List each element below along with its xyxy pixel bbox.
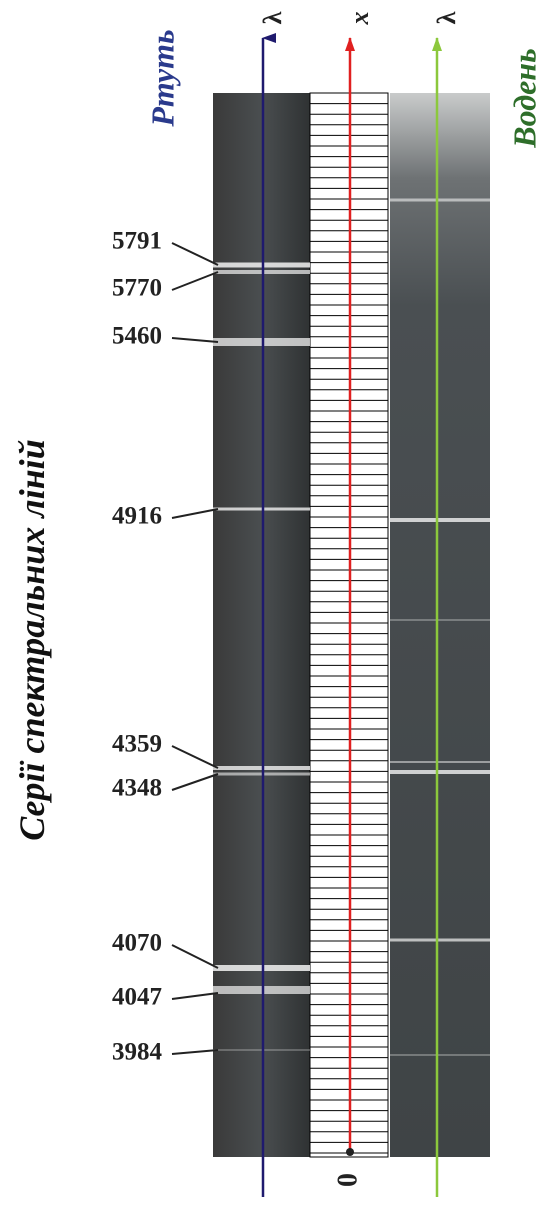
origin-dot: [346, 1148, 354, 1156]
wavelength-label: 4359: [112, 731, 162, 758]
leader-line: [171, 1049, 219, 1055]
mercury-name: Ртуть: [144, 29, 180, 127]
mercury-strip: [213, 93, 310, 1157]
wavelength-label: 4348: [112, 775, 162, 802]
scale-axis-label: x: [345, 12, 374, 26]
hydrogen-line: [390, 761, 490, 763]
mercury-line: [213, 270, 310, 274]
hydrogen-line: [390, 198, 490, 202]
leader-line: [171, 337, 219, 343]
hydrogen-line: [390, 518, 490, 522]
wavelength-label: 5791: [112, 228, 162, 255]
hydrogen-strip: [390, 93, 490, 1157]
leader-line: [171, 773, 219, 791]
origin-label: 0: [332, 1173, 363, 1187]
mercury-line: [213, 262, 310, 268]
hydrogen-line: [390, 1054, 490, 1056]
wavelength-label: 4070: [112, 930, 162, 957]
wavelength-label: 4047: [112, 984, 162, 1011]
mercury-line: [213, 507, 310, 511]
mercury-line: [213, 965, 310, 971]
leader-line: [171, 508, 219, 519]
hydrogen-line: [390, 770, 490, 774]
mercury-line: [213, 338, 310, 346]
mercury-line: [213, 1049, 310, 1051]
wavelength-labels: 5791 5770 5460 4916 4359 4348 4070 4047 3984: [112, 228, 219, 1066]
leader-line: [171, 992, 219, 1000]
wavelength-label: 5460: [112, 323, 162, 350]
mercury-axis-label: λ: [258, 11, 287, 24]
leader-line: [171, 242, 219, 266]
mercury-line: [213, 986, 310, 994]
leader-line: [171, 745, 219, 769]
leader-line: [171, 271, 219, 291]
mercury-line: [213, 772, 310, 776]
leader-line: [171, 944, 219, 969]
mercury-line: [213, 766, 310, 770]
spectral-lines: [213, 198, 490, 1056]
wavelength-label: 5770: [112, 275, 162, 302]
wavelength-label: 4916: [112, 503, 162, 530]
hydrogen-line: [390, 619, 490, 621]
wavelength-label: 3984: [112, 1039, 163, 1066]
hydrogen-axis-label: λ: [432, 11, 461, 24]
hydrogen-name: Водень: [506, 48, 542, 148]
hydrogen-line: [390, 938, 490, 942]
title: Серії спектральних ліній: [12, 439, 52, 840]
